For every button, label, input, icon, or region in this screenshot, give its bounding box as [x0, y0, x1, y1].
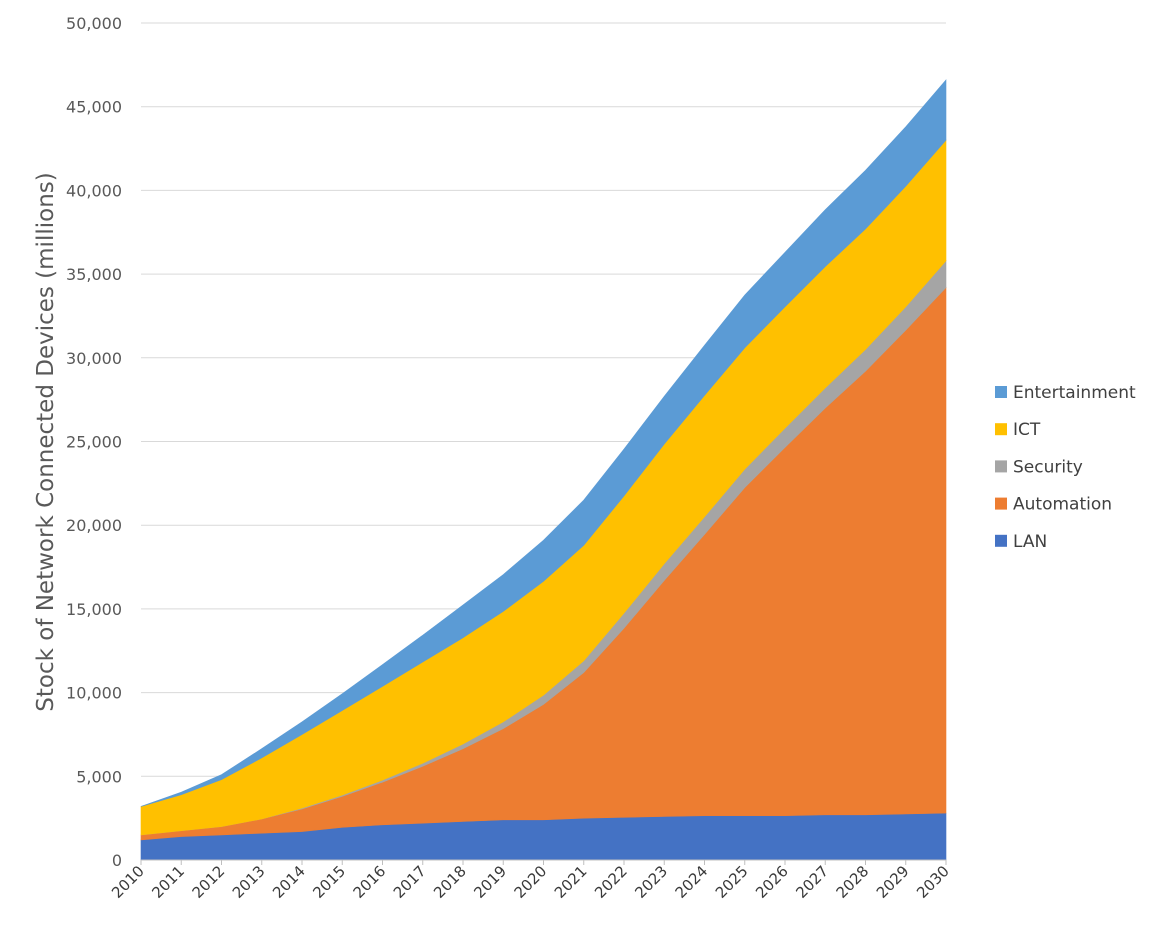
legend-label-ict: ICT	[1013, 420, 1041, 440]
x-axis	[140, 859, 947, 865]
x-tick-label: 2027	[792, 862, 832, 902]
x-tick-label: 2026	[752, 862, 792, 902]
legend-swatch-ict	[995, 423, 1007, 436]
y-tick-label: 0	[112, 851, 122, 870]
y-tick-label: 50,000	[66, 14, 122, 33]
x-tick-label: 2029	[873, 862, 913, 902]
x-tick-label: 2019	[470, 862, 510, 902]
x-tick-label: 2023	[631, 862, 671, 902]
area-entertainment	[140, 79, 947, 807]
legend-swatch-entertainment	[995, 386, 1007, 398]
legend-swatch-automation	[995, 497, 1007, 510]
x-tick-label: 2030	[913, 862, 953, 902]
x-tick-label: 2014	[269, 862, 309, 902]
legend-swatch-security	[995, 460, 1007, 473]
y-tick-label: 35,000	[66, 265, 122, 284]
y-tick-label: 20,000	[66, 516, 122, 535]
x-tick-label: 2025	[712, 862, 752, 902]
x-tick-label: 2011	[148, 862, 188, 902]
y-tick-label: 40,000	[66, 181, 122, 200]
x-tick-label: 2020	[511, 862, 551, 902]
x-tick-label: 2012	[189, 862, 229, 902]
x-axis-ticks: 2010 2011 2012 2013 2014 2015 2016 2017 2018 2019…	[108, 862, 953, 902]
y-axis-title: Stock of Network Connected Devices (mill…	[33, 172, 59, 711]
gridlines	[141, 22, 946, 777]
y-tick-label: 45,000	[66, 98, 122, 117]
legend-label-security: Security	[1013, 457, 1083, 477]
x-tick-label: 2028	[833, 862, 873, 902]
y-tick-label: 25,000	[66, 433, 122, 452]
y-axis-ticks: 0 5,000 10,000 15,000 20,000 25,000 30,000 35,0…	[66, 14, 122, 870]
legend-label-lan: LAN	[1013, 532, 1047, 552]
legend-label-entertainment: Entertainment	[1013, 383, 1136, 403]
y-tick-label: 5,000	[76, 767, 122, 786]
x-tick-label: 2021	[551, 862, 591, 902]
x-tick-label: 2022	[591, 862, 631, 902]
y-tick-label: 10,000	[66, 684, 122, 703]
x-tick-label: 2017	[390, 862, 430, 902]
legend-swatch-lan	[995, 534, 1007, 547]
legend: Entertainment ICT Security Automation LAN	[995, 383, 1136, 552]
x-tick-label: 2018	[430, 862, 470, 902]
y-tick-label: 15,000	[66, 600, 122, 619]
x-tick-label: 2016	[350, 862, 390, 902]
legend-label-automation: Automation	[1013, 495, 1112, 515]
x-tick-label: 2013	[229, 862, 269, 902]
y-tick-label: 30,000	[66, 349, 122, 368]
x-tick-label: 2015	[309, 862, 349, 902]
x-tick-label: 2024	[672, 862, 712, 902]
stacked-areas	[140, 79, 947, 861]
